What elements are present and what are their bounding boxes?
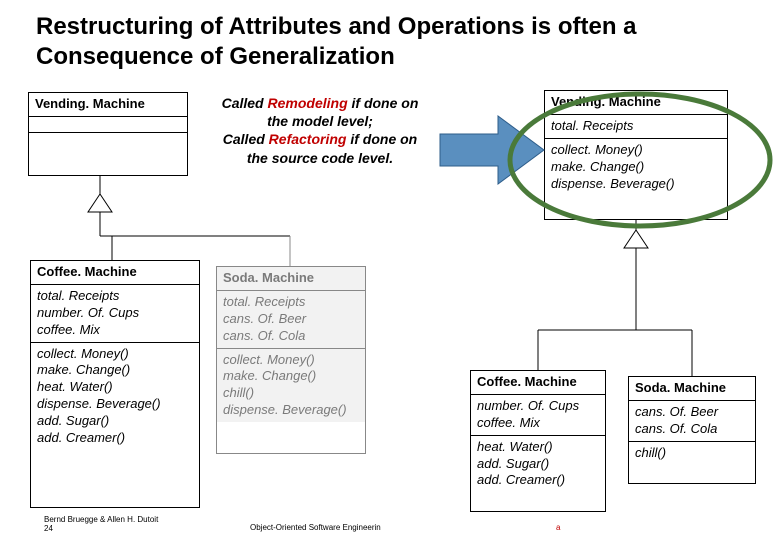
class-name: Soda. Machine	[629, 377, 755, 401]
page-title: Restructuring of Attributes and Operatio…	[0, 0, 780, 80]
footer-mid: Object-Oriented Software Engineerin	[250, 523, 381, 532]
uml-soda-machine-right: Soda. Machine cans. Of. Beercans. Of. Co…	[628, 376, 756, 484]
class-ops: collect. Money()make. Change()dispense. …	[545, 139, 727, 196]
footer-left: Bernd Bruegge & Allen H. Dutoit 24	[44, 515, 158, 534]
class-attrs	[29, 117, 187, 133]
class-name: Vending. Machine	[29, 93, 187, 117]
uml-vending-machine-right: Vending. Machine total. Receipts collect…	[544, 90, 728, 220]
uml-vending-machine-left: Vending. Machine	[28, 92, 188, 176]
class-ops: heat. Water()add. Sugar()add. Creamer()	[471, 436, 605, 493]
class-attrs: cans. Of. Beercans. Of. Cola	[629, 401, 755, 442]
center-annotation: Called Remodeling if done on the model l…	[200, 94, 440, 167]
class-ops: collect. Money()make. Change()chill()dis…	[217, 349, 365, 423]
class-attrs: total. Receiptscans. Of. Beercans. Of. C…	[217, 291, 365, 349]
footer-right: a	[556, 523, 560, 532]
class-attrs: total. Receipts	[545, 115, 727, 139]
class-ops: collect. Money()make. Change()heat. Wate…	[31, 343, 199, 450]
class-ops: chill()	[629, 442, 755, 465]
class-name: Coffee. Machine	[31, 261, 199, 285]
class-name: Soda. Machine	[217, 267, 365, 291]
arrow-icon	[440, 116, 544, 184]
class-attrs: number. Of. Cupscoffee. Mix	[471, 395, 605, 436]
class-attrs: total. Receiptsnumber. Of. Cupscoffee. M…	[31, 285, 199, 343]
uml-coffee-machine-right: Coffee. Machine number. Of. Cupscoffee. …	[470, 370, 606, 512]
uml-coffee-machine-left: Coffee. Machine total. Receiptsnumber. O…	[30, 260, 200, 508]
class-ops	[29, 133, 187, 149]
uml-soda-machine-left: Soda. Machine total. Receiptscans. Of. B…	[216, 266, 366, 454]
class-name: Coffee. Machine	[471, 371, 605, 395]
class-name: Vending. Machine	[545, 91, 727, 115]
